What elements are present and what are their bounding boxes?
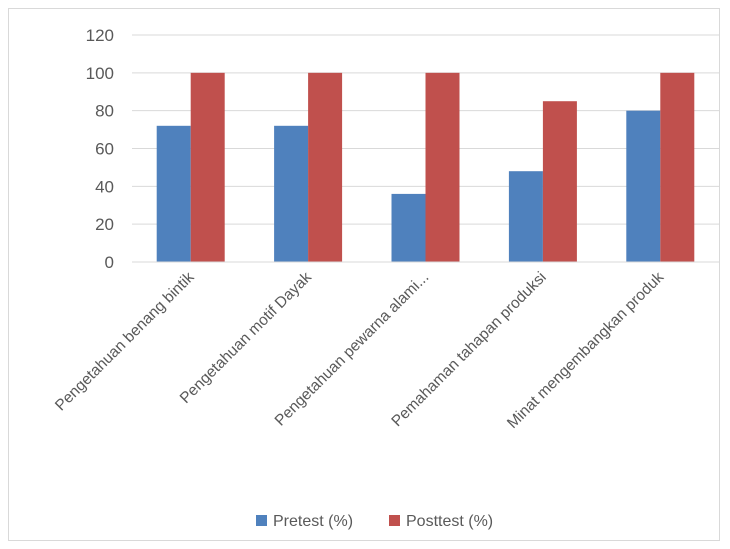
legend-pretest-label: Pretest (%) — [273, 513, 353, 530]
y-tick-label-60: 60 — [95, 140, 114, 159]
chart-frame — [8, 8, 720, 541]
bar-posttest-5 — [660, 72, 695, 262]
y-tick-label-40: 40 — [95, 177, 114, 196]
legend-posttest-label: Posttest (%) — [406, 513, 493, 530]
bar-pretest-4 — [508, 171, 543, 262]
legend-posttest-swatch — [389, 515, 400, 526]
legend-pretest-swatch — [256, 515, 267, 526]
y-tick-label-80: 80 — [95, 102, 114, 121]
bars — [156, 72, 695, 263]
bar-pretest-2 — [274, 125, 309, 262]
bar-posttest-2 — [308, 72, 343, 262]
legend: Pretest (%) Posttest (%) — [256, 513, 493, 530]
y-tick-label-100: 100 — [86, 64, 114, 83]
bar-posttest-4 — [542, 101, 577, 262]
bar-posttest-1 — [190, 72, 225, 262]
bar-pretest-3 — [391, 193, 426, 262]
y-tick-label-20: 20 — [95, 215, 114, 234]
y-tick-label-120: 120 — [86, 26, 114, 45]
y-tick-label-0: 0 — [105, 253, 114, 272]
x-tick-label-2: Pengetahuan motif Dayak — [177, 269, 315, 407]
bar-pretest-5 — [626, 110, 661, 263]
y-axis-ticks: 0 20 40 60 80 100 120 — [86, 26, 114, 272]
bar-pretest-1 — [156, 125, 191, 262]
x-tick-label-1: Pengetahuan benang bintik — [52, 269, 198, 415]
bar-posttest-3 — [425, 72, 460, 262]
